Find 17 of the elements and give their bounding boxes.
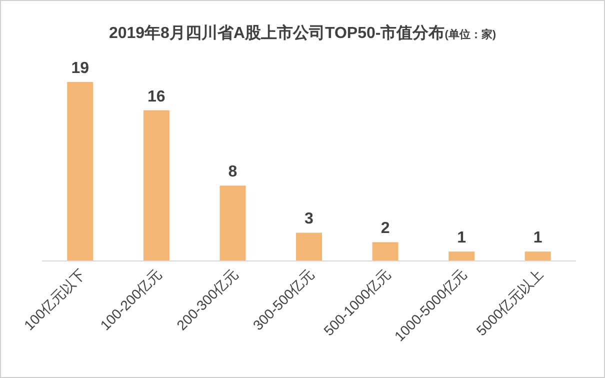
bar bbox=[143, 110, 170, 261]
data-label: 2 bbox=[380, 220, 390, 238]
data-label: 19 bbox=[71, 60, 90, 77]
data-label: 8 bbox=[228, 164, 238, 181]
bar bbox=[220, 186, 246, 261]
data-label: 1 bbox=[533, 230, 542, 247]
bar bbox=[524, 252, 551, 261]
x-tick-label: 100亿元以下 bbox=[20, 266, 88, 334]
bar bbox=[448, 252, 475, 261]
bar bbox=[372, 242, 398, 261]
bar bbox=[67, 82, 94, 261]
bar bbox=[296, 232, 322, 261]
data-label: 3 bbox=[304, 210, 314, 228]
chart-subtitle: (单位：家) bbox=[444, 28, 496, 41]
chart-title: 2019年8月四川省A股上市公司TOP50-市值分布 bbox=[108, 24, 445, 42]
data-label: 1 bbox=[457, 230, 466, 247]
data-label: 16 bbox=[148, 88, 166, 106]
